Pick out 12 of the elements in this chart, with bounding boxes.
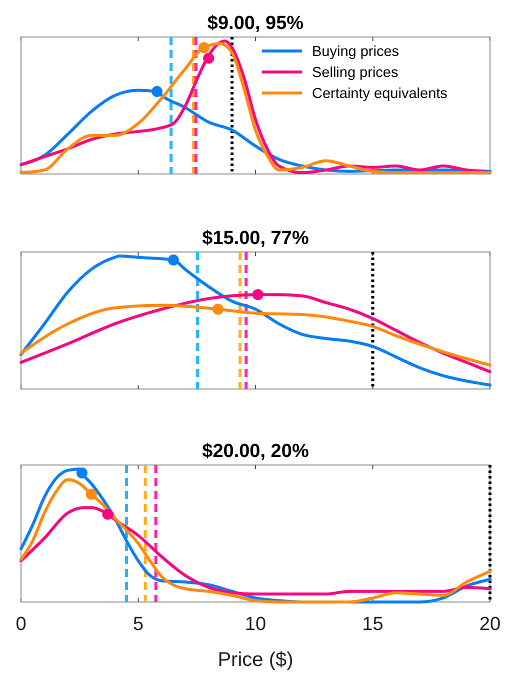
x-tick-label: 15 xyxy=(362,614,384,635)
x-tick-label: 10 xyxy=(244,614,266,635)
x-axis-title: Price ($) xyxy=(218,649,294,671)
chart-title: $9.00, 95% xyxy=(207,13,304,34)
chart-title: $15.00, 77% xyxy=(202,228,309,249)
x-tick-label: 5 xyxy=(132,614,144,635)
x-tick-label: 0 xyxy=(16,614,26,635)
legend-label: Certainty equivalents xyxy=(312,86,448,102)
chart-title: $20.00, 20% xyxy=(202,441,309,462)
legend-label: Buying prices xyxy=(312,44,400,60)
legend-label: Selling prices xyxy=(312,65,398,81)
x-tick-label: 20 xyxy=(479,614,501,635)
